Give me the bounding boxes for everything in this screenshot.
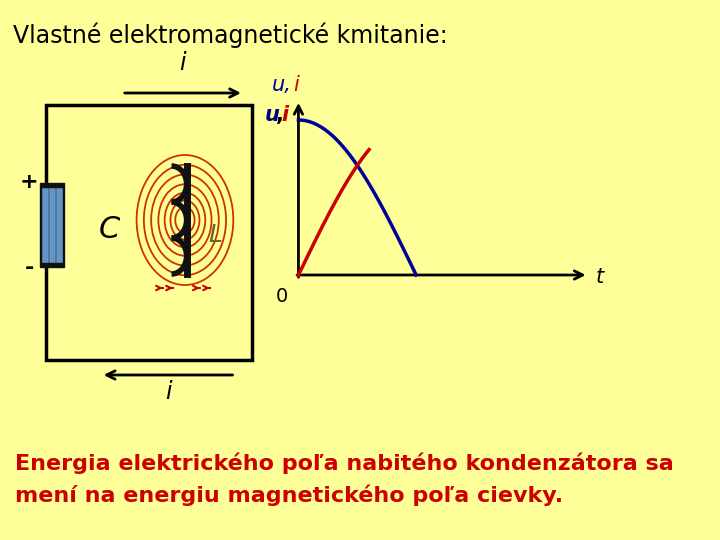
Text: 0: 0 bbox=[276, 287, 288, 306]
Text: L: L bbox=[209, 223, 222, 247]
Text: t: t bbox=[595, 267, 603, 287]
Text: u,: u, bbox=[272, 75, 292, 95]
Text: +: + bbox=[20, 172, 39, 192]
Text: ,: , bbox=[276, 105, 284, 125]
Text: u: u bbox=[265, 105, 279, 125]
Text: Vlastné elektromagnetické kmitanie:: Vlastné elektromagnetické kmitanie: bbox=[13, 22, 447, 48]
Text: i: i bbox=[294, 75, 299, 95]
Text: C: C bbox=[99, 215, 120, 245]
Text: -: - bbox=[24, 258, 34, 278]
Text: mení na energiu magnetického poľa cievky.: mení na energiu magnetického poľa cievky… bbox=[15, 485, 563, 507]
Text: i: i bbox=[179, 51, 186, 75]
Polygon shape bbox=[40, 183, 64, 267]
Text: i: i bbox=[282, 105, 289, 125]
Text: Energia elektrického poľa nabitého kondenzátora sa: Energia elektrického poľa nabitého konde… bbox=[15, 453, 674, 475]
Text: i: i bbox=[165, 380, 171, 404]
